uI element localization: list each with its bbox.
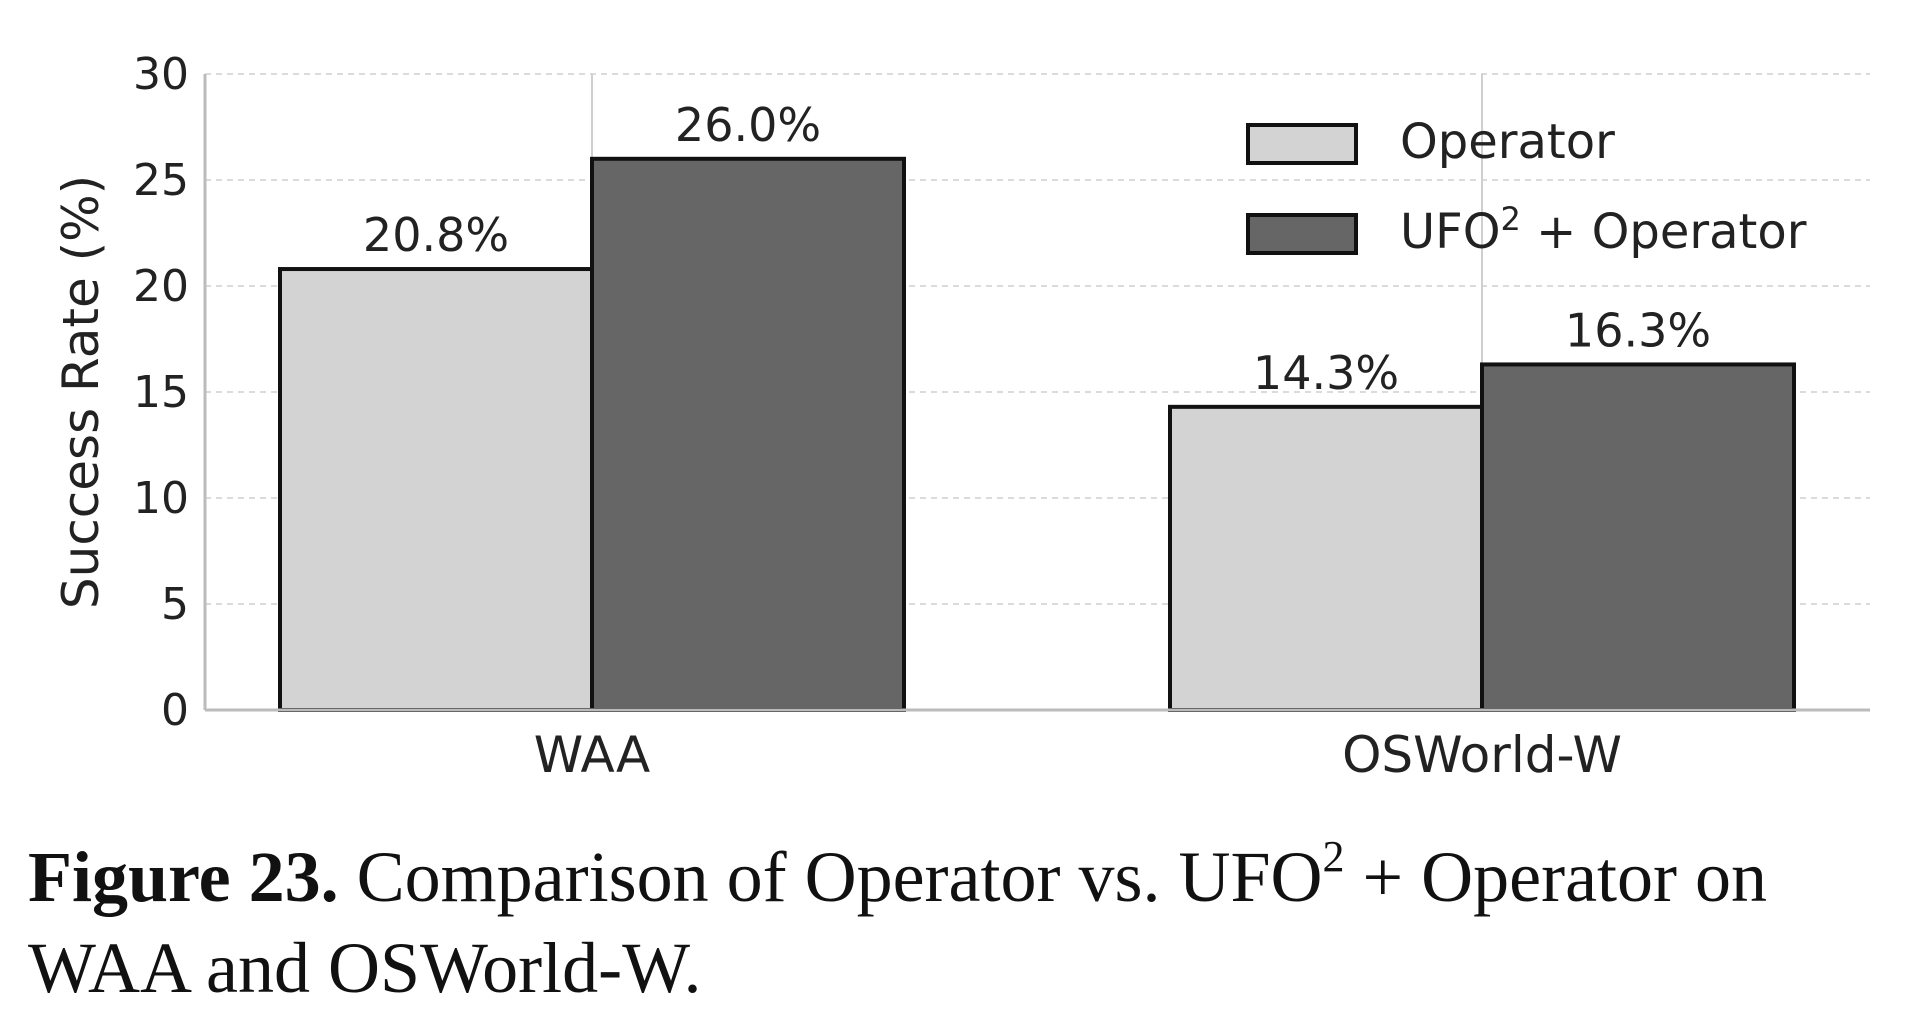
bar — [278, 267, 594, 712]
y-tick-label: 20 — [133, 261, 189, 312]
y-tick-label: 5 — [161, 579, 189, 630]
bar-value-label: 14.3% — [1253, 346, 1399, 400]
y-tick-label: 25 — [133, 155, 189, 206]
bar — [1168, 404, 1484, 712]
x-tick-label: OSWorld-W — [1342, 726, 1622, 784]
y-tick-label: 0 — [161, 685, 189, 736]
x-tick-label: WAA — [534, 726, 651, 784]
caption-text-before: Comparison of Operator vs. UFO — [356, 837, 1323, 917]
caption-label: Figure 23. — [28, 837, 339, 917]
legend: Operator UFO2 + Operator — [1246, 114, 1807, 260]
bar-value-label: 16.3% — [1565, 303, 1711, 357]
legend-label: Operator — [1400, 114, 1615, 170]
bar-chart: 20.8% 14.3% 26.0% 16.3% 0 5 10 15 20 25 30 WAA OSWo… — [52, 49, 1870, 784]
caption-superscript: 2 — [1322, 832, 1345, 881]
y-tick-label: 15 — [133, 367, 189, 418]
legend-swatch — [1246, 123, 1358, 165]
bar — [590, 156, 906, 713]
bar — [1480, 362, 1796, 712]
bar-value-label: 26.0% — [675, 98, 821, 152]
axes: 0 5 10 15 20 25 30 WAA OSWorld-W Success Rate (%) — [52, 49, 1870, 784]
caption-text-after: + Operator on WAA and OSWorld-W. — [28, 837, 1768, 1008]
bar-value-label: 20.8% — [363, 208, 509, 262]
y-axis-label: Success Rate (%) — [52, 175, 110, 609]
y-tick-label: 10 — [133, 473, 189, 524]
y-tick-label: 30 — [133, 49, 189, 100]
legend-swatch — [1246, 213, 1358, 255]
legend-label: UFO2 + Operator — [1400, 200, 1807, 260]
figure-caption: Figure 23. Comparison of Operator vs. UF… — [28, 832, 1908, 1014]
bars: 20.8% 14.3% 26.0% 16.3% — [278, 98, 1796, 713]
